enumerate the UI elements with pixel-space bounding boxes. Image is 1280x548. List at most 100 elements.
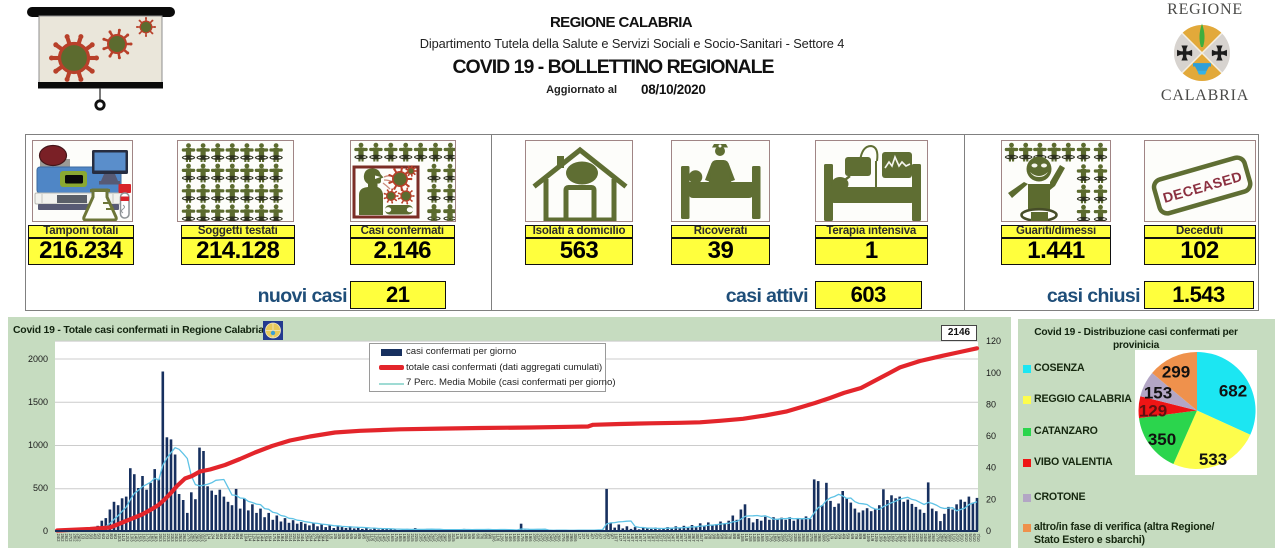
- svg-text:16/3: 16/3: [142, 534, 147, 543]
- svg-text:16/5: 16/5: [390, 534, 395, 543]
- svg-text:25/4: 25/4: [304, 534, 309, 543]
- svg-text:4/8: 4/8: [716, 534, 721, 540]
- svg-text:8/9: 8/9: [858, 534, 863, 540]
- svg-text:14/9: 14/9: [882, 534, 887, 543]
- svg-text:350: 350: [1148, 430, 1176, 449]
- svg-text:682: 682: [1219, 382, 1247, 401]
- svg-text:23/8: 23/8: [793, 534, 798, 543]
- svg-text:13/3: 13/3: [129, 534, 134, 543]
- svg-text:8/6: 8/6: [483, 534, 488, 540]
- svg-text:29/2: 29/2: [76, 534, 81, 543]
- svg-text:26/5: 26/5: [431, 534, 436, 543]
- svg-text:11/5: 11/5: [370, 534, 375, 542]
- svg-text:30/3: 30/3: [199, 534, 204, 543]
- svg-text:24/6: 24/6: [549, 534, 554, 543]
- svg-text:7/6: 7/6: [479, 534, 484, 540]
- svg-text:24/4: 24/4: [300, 534, 305, 543]
- svg-text:23/9: 23/9: [919, 534, 924, 543]
- svg-text:3/7: 3/7: [585, 534, 590, 540]
- svg-text:23/3: 23/3: [170, 534, 175, 543]
- svg-text:30/6: 30/6: [573, 534, 578, 543]
- svg-text:5/6: 5/6: [471, 534, 476, 540]
- svg-text:1/9: 1/9: [830, 534, 835, 540]
- svg-text:8/4: 8/4: [235, 534, 240, 540]
- svg-text:4/10: 4/10: [964, 534, 969, 543]
- svg-text:24/5: 24/5: [422, 534, 427, 543]
- svg-text:25/6: 25/6: [553, 534, 558, 543]
- svg-text:1/8: 1/8: [703, 534, 708, 540]
- svg-text:14/3: 14/3: [133, 534, 138, 543]
- svg-text:24/9: 24/9: [923, 534, 928, 543]
- svg-text:20: 20: [986, 494, 996, 504]
- svg-text:22/5: 22/5: [414, 534, 419, 543]
- svg-text:22/8: 22/8: [789, 534, 794, 543]
- svg-text:1000: 1000: [28, 440, 48, 450]
- svg-text:16/6: 16/6: [516, 534, 521, 543]
- svg-text:12/5: 12/5: [374, 534, 379, 543]
- svg-text:17/3: 17/3: [146, 534, 151, 543]
- svg-text:11/9: 11/9: [870, 534, 875, 542]
- svg-text:19/7: 19/7: [650, 534, 655, 543]
- svg-text:1/10: 1/10: [952, 534, 957, 543]
- svg-text:23/4: 23/4: [296, 534, 301, 543]
- svg-text:30/9: 30/9: [948, 534, 953, 543]
- svg-text:22/7: 22/7: [663, 534, 668, 543]
- svg-text:29/4: 29/4: [321, 534, 326, 543]
- svg-text:9/7: 9/7: [610, 534, 615, 540]
- svg-text:7/9: 7/9: [854, 534, 859, 540]
- svg-text:26/7: 26/7: [679, 534, 684, 543]
- svg-text:10/8: 10/8: [740, 534, 745, 543]
- svg-text:25/7: 25/7: [675, 534, 680, 543]
- svg-text:21/8: 21/8: [785, 534, 790, 543]
- svg-text:28/9: 28/9: [939, 534, 944, 543]
- svg-text:7/3: 7/3: [105, 534, 110, 540]
- svg-text:27/4: 27/4: [313, 534, 318, 543]
- svg-text:21/7: 21/7: [659, 534, 664, 543]
- svg-text:5/7: 5/7: [593, 534, 598, 540]
- svg-text:13/8: 13/8: [752, 534, 757, 543]
- svg-text:0: 0: [43, 526, 48, 536]
- svg-text:12/4: 12/4: [251, 534, 256, 543]
- svg-text:25/3: 25/3: [178, 534, 183, 543]
- svg-text:1/5: 1/5: [329, 534, 334, 540]
- svg-text:16/8: 16/8: [764, 534, 769, 543]
- svg-text:10/3: 10/3: [117, 534, 122, 543]
- svg-text:31/8: 31/8: [825, 534, 830, 543]
- svg-text:14/5: 14/5: [382, 534, 387, 543]
- svg-text:40: 40: [986, 463, 996, 473]
- svg-text:100: 100: [986, 368, 1001, 378]
- svg-text:19/6: 19/6: [528, 534, 533, 543]
- svg-text:10/7: 10/7: [614, 534, 619, 543]
- svg-text:22/4: 22/4: [292, 534, 297, 543]
- svg-text:18/5: 18/5: [398, 534, 403, 543]
- svg-text:29/3: 29/3: [194, 534, 199, 543]
- svg-text:29/9: 29/9: [943, 534, 948, 543]
- svg-text:153: 153: [1144, 384, 1172, 403]
- svg-text:6/8: 6/8: [724, 534, 729, 540]
- svg-text:2/10: 2/10: [956, 534, 961, 543]
- svg-text:20/6: 20/6: [532, 534, 537, 543]
- svg-text:19/8: 19/8: [777, 534, 782, 543]
- svg-text:7/10: 7/10: [976, 534, 981, 543]
- svg-text:2/4: 2/4: [211, 534, 216, 540]
- svg-text:4/4: 4/4: [219, 534, 224, 540]
- svg-text:30/4: 30/4: [325, 534, 330, 543]
- svg-text:24/2: 24/2: [56, 534, 61, 543]
- svg-text:8/3: 8/3: [109, 534, 114, 540]
- svg-text:15/3: 15/3: [137, 534, 142, 543]
- svg-text:28/3: 28/3: [190, 534, 195, 543]
- svg-text:11/8: 11/8: [744, 534, 749, 542]
- svg-text:28/8: 28/8: [813, 534, 818, 543]
- svg-text:23/5: 23/5: [418, 534, 423, 543]
- svg-text:9/4: 9/4: [239, 534, 244, 540]
- svg-text:14/7: 14/7: [630, 534, 635, 543]
- svg-text:15/7: 15/7: [634, 534, 639, 543]
- svg-text:13/4: 13/4: [256, 534, 261, 543]
- svg-text:13/7: 13/7: [626, 534, 631, 543]
- svg-text:5/8: 5/8: [720, 534, 725, 540]
- svg-text:9/6: 9/6: [488, 534, 493, 540]
- svg-text:8/8: 8/8: [732, 534, 737, 540]
- svg-text:2/7: 2/7: [581, 534, 586, 540]
- svg-text:6/9: 6/9: [850, 534, 855, 540]
- svg-text:2/6: 2/6: [459, 534, 464, 540]
